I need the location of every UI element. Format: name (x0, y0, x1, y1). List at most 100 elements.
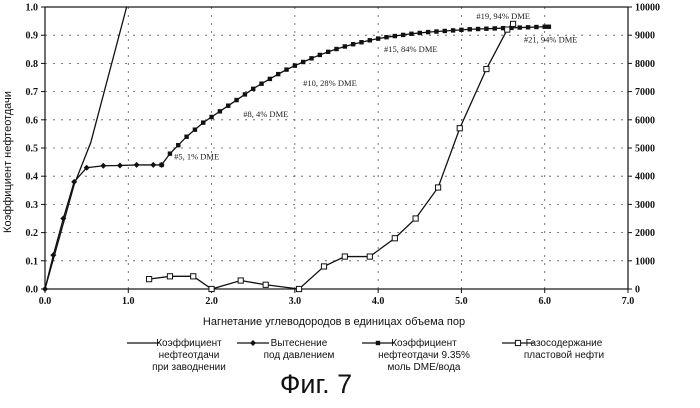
x-tick-label: 1.0 (122, 296, 135, 307)
data-point-open-square (263, 282, 268, 287)
annotation-label: #21, 94% DME (524, 34, 578, 44)
data-point-diamond (100, 163, 106, 169)
data-point-square (209, 115, 213, 119)
data-point-square (301, 60, 305, 64)
annotations: #5, 1% DME#8, 4% DME#10, 28% DME#15, 84%… (174, 11, 577, 161)
annotation-label: #10, 28% DME (303, 78, 357, 88)
data-point-square (393, 34, 397, 38)
data-point-open-square (413, 216, 418, 221)
annotation-label: #15, 84% DME (384, 44, 438, 54)
data-point-diamond (250, 340, 256, 346)
data-point-diamond (117, 162, 123, 168)
y2-tick-label: 6000 (635, 115, 655, 126)
data-point-open-square (321, 264, 326, 269)
data-point-square (234, 98, 238, 102)
data-point-open-square (191, 274, 196, 279)
data-point-square (159, 163, 163, 167)
series-line (162, 27, 549, 165)
data-point-open-square (209, 286, 214, 291)
y2-tick-label: 9000 (635, 31, 655, 42)
data-point-square (526, 25, 530, 29)
data-point-square (459, 28, 463, 32)
x-axis-title: Нагнетание углеводородов в единицах объе… (203, 316, 465, 328)
y-axis-title: Коэффициент нефтеотдачи (2, 91, 14, 233)
data-point-open-square (505, 27, 510, 32)
y-tick-label: 0.8 (26, 59, 39, 70)
data-point-square (547, 25, 551, 29)
data-point-open-square (167, 274, 172, 279)
y2-tick-label: 8000 (635, 59, 655, 70)
legend-item-3: Коэффициентнефтеотдачи 9.35%моль DME/вод… (362, 337, 470, 373)
data-point-square (226, 104, 230, 108)
data-point-square (451, 28, 455, 32)
x-tick-label: 3.0 (289, 296, 302, 307)
annotation-label: #19, 94% DME (476, 11, 530, 21)
legend-item-2: Вытеснениепод давлением (237, 338, 335, 361)
y-tick-label: 0.0 (26, 285, 39, 296)
data-point-square (359, 40, 363, 44)
data-point-square (218, 109, 222, 113)
series-3 (159, 25, 551, 168)
data-point-open-square (457, 126, 462, 131)
data-point-open-square (342, 254, 347, 259)
y-tick-label: 0.3 (26, 200, 39, 211)
data-point-square (468, 27, 472, 31)
data-point-open-square (484, 66, 489, 71)
legend: Коэффициентнефтеотдачипри заводнении Выте… (127, 337, 604, 373)
y-tick-label: 0.9 (26, 31, 39, 42)
series-group (42, 7, 551, 292)
series-2 (42, 162, 165, 292)
y2-tick-label: 7000 (635, 87, 655, 98)
legend-label: Вытеснение (271, 338, 328, 349)
data-point-square (284, 67, 288, 71)
data-point-square (259, 82, 263, 86)
y-tick-label: 0.6 (26, 115, 39, 126)
data-point-square (251, 87, 255, 91)
data-point-open-square (296, 286, 301, 291)
data-point-square (243, 92, 247, 96)
x-tick-label: 7.0 (622, 296, 635, 307)
annotation-label: #8, 4% DME (243, 109, 288, 119)
data-point-square (434, 29, 438, 33)
y2-tick-label: 4000 (635, 172, 655, 183)
legend-item-1: Коэффициентнефтеотдачипри заводнении (127, 337, 226, 373)
data-point-square (401, 33, 405, 37)
legend-label: моль DME/вода (388, 362, 461, 373)
data-point-diamond (134, 162, 140, 168)
data-point-square (376, 36, 380, 40)
data-point-square (326, 50, 330, 54)
data-point-square (418, 31, 422, 35)
legend-label: пластовой нефти (524, 349, 604, 361)
data-point-open-square (436, 185, 441, 190)
legend-item-4: Газосодержаниепластовой нефти (502, 338, 604, 361)
y-tick-label: 0.7 (26, 87, 39, 98)
x-tick-label: 4.0 (372, 296, 385, 307)
data-point-square (351, 42, 355, 46)
data-point-square (318, 53, 322, 57)
data-point-square (476, 27, 480, 31)
legend-label: нефтеотдачи (159, 349, 220, 361)
data-point-square (276, 72, 280, 76)
y2-tick-label: 2000 (635, 228, 655, 239)
data-point-open-square (367, 254, 372, 259)
data-point-square (426, 30, 430, 34)
legend-label: Коэффициент (156, 337, 222, 349)
data-point-open-square (392, 236, 397, 241)
data-point-open-square (147, 277, 152, 282)
data-point-diamond (150, 162, 156, 168)
data-point-open-square (510, 21, 515, 26)
data-point-square (368, 38, 372, 42)
legend-label: Коэффициент (391, 337, 457, 349)
chart-area: 0.00.10.20.30.40.50.60.70.80.91.00100020… (0, 0, 700, 408)
data-point-square (176, 143, 180, 147)
x-tick-label: 6.0 (538, 296, 551, 307)
y-tick-label: 0.2 (26, 228, 39, 239)
data-point-square (384, 35, 388, 39)
y2-tick-label: 10000 (635, 3, 660, 14)
data-point-square (484, 27, 488, 31)
legend-label: нефтеотдачи 9.35% (378, 349, 470, 361)
data-point-square (334, 47, 338, 51)
data-point-diamond (42, 286, 48, 292)
legend-label: под давлением (264, 350, 335, 361)
data-point-square (343, 44, 347, 48)
